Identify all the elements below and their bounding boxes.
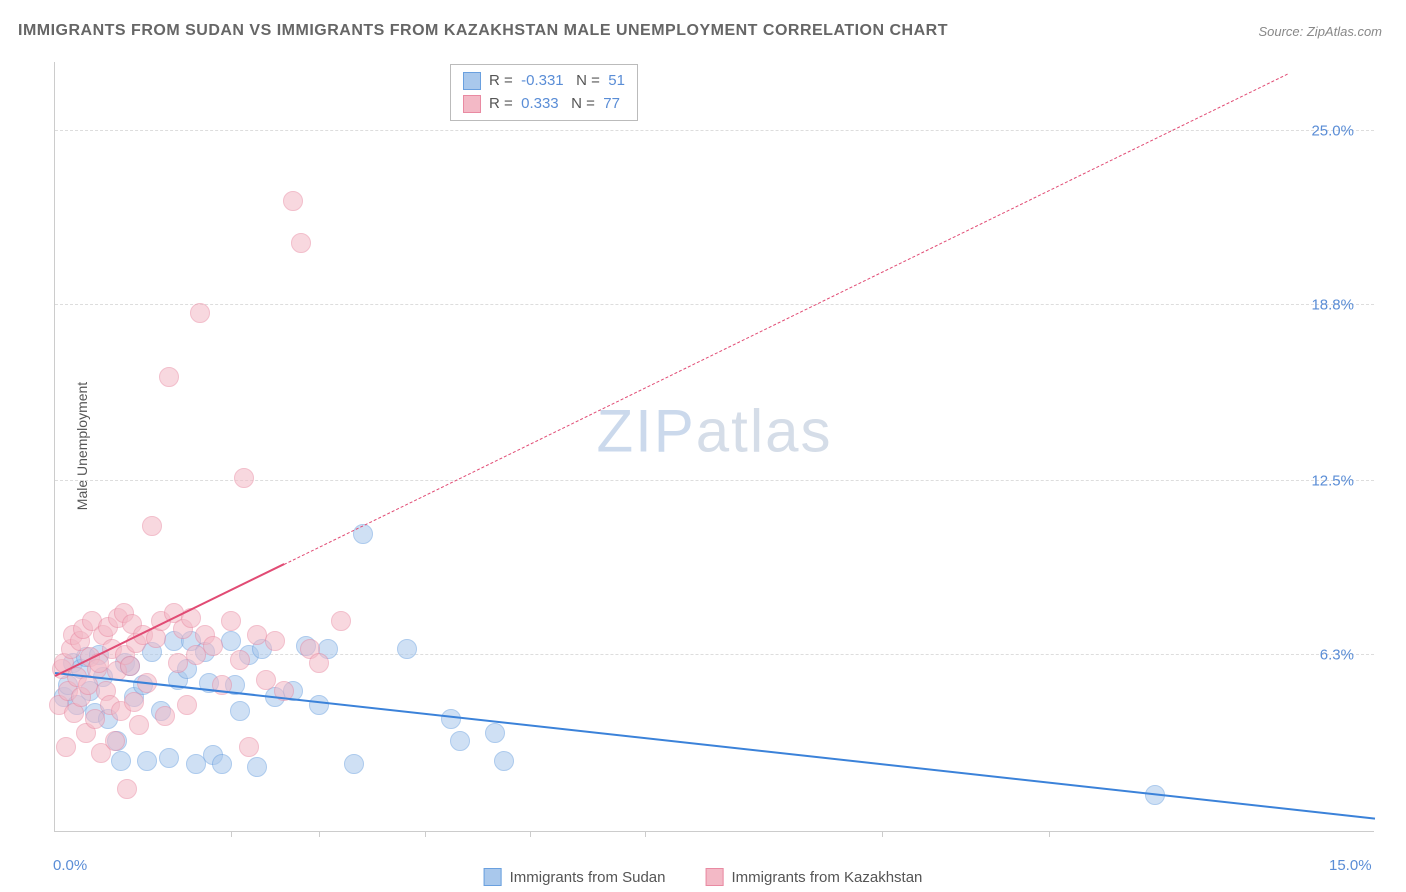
scatter-point <box>265 631 285 651</box>
scatter-point <box>353 524 373 544</box>
scatter-point <box>441 709 461 729</box>
stats-text: R = 0.333 N = 77 <box>489 93 620 116</box>
x-tick-label: 0.0% <box>53 857 87 874</box>
x-tick <box>530 831 531 837</box>
scatter-point <box>283 191 303 211</box>
scatter-point <box>247 757 267 777</box>
scatter-point <box>309 653 329 673</box>
legend-label: Immigrants from Sudan <box>510 869 666 886</box>
scatter-point <box>177 695 197 715</box>
x-tick <box>319 831 320 837</box>
scatter-point <box>142 516 162 536</box>
x-tick <box>231 831 232 837</box>
series-legend: Immigrants from Sudan Immigrants from Kaz… <box>484 868 923 886</box>
scatter-point <box>129 715 149 735</box>
y-tick-label: 12.5% <box>1311 473 1354 490</box>
gridline <box>55 304 1374 305</box>
scatter-point <box>494 751 514 771</box>
source-attribution: Source: ZipAtlas.com <box>1258 24 1382 39</box>
scatter-point <box>203 636 223 656</box>
x-tick <box>882 831 883 837</box>
stats-row: R = -0.331 N = 51 <box>463 70 625 93</box>
scatter-point <box>291 233 311 253</box>
scatter-point <box>344 754 364 774</box>
scatter-point <box>117 779 137 799</box>
scatter-point <box>485 723 505 743</box>
scatter-point <box>124 692 144 712</box>
y-tick-label: 18.8% <box>1311 296 1354 313</box>
scatter-point <box>105 731 125 751</box>
legend-swatch <box>705 868 723 886</box>
regression-line <box>284 74 1288 565</box>
scatter-point <box>111 751 131 771</box>
legend-swatch <box>463 95 481 113</box>
correlation-chart: IMMIGRANTS FROM SUDAN VS IMMIGRANTS FROM… <box>0 0 1406 892</box>
legend-label: Immigrants from Kazakhstan <box>731 869 922 886</box>
scatter-point <box>450 731 470 751</box>
plot-area: ZIPatlas 6.3%12.5%18.8%25.0%0.0%15.0% <box>54 62 1374 832</box>
scatter-point <box>309 695 329 715</box>
scatter-point <box>137 751 157 771</box>
scatter-point <box>331 611 351 631</box>
y-tick-label: 25.0% <box>1311 123 1354 140</box>
scatter-point <box>256 670 276 690</box>
x-tick-label: 15.0% <box>1329 857 1372 874</box>
legend-item: Immigrants from Kazakhstan <box>705 868 922 886</box>
scatter-point <box>221 631 241 651</box>
scatter-point <box>230 701 250 721</box>
y-tick-label: 6.3% <box>1320 646 1354 663</box>
legend-swatch <box>484 868 502 886</box>
scatter-point <box>397 639 417 659</box>
x-tick <box>425 831 426 837</box>
scatter-point <box>234 468 254 488</box>
scatter-point <box>120 656 140 676</box>
scatter-point <box>221 611 241 631</box>
scatter-point <box>159 748 179 768</box>
x-tick <box>1049 831 1050 837</box>
scatter-point <box>212 754 232 774</box>
scatter-point <box>190 303 210 323</box>
stats-row: R = 0.333 N = 77 <box>463 93 625 116</box>
scatter-point <box>239 737 259 757</box>
stats-box: R = -0.331 N = 51R = 0.333 N = 77 <box>450 64 638 121</box>
legend-item: Immigrants from Sudan <box>484 868 666 886</box>
gridline <box>55 130 1374 131</box>
watermark: ZIPatlas <box>596 397 832 466</box>
x-tick <box>645 831 646 837</box>
scatter-point <box>155 706 175 726</box>
chart-title: IMMIGRANTS FROM SUDAN VS IMMIGRANTS FROM… <box>18 22 948 40</box>
legend-swatch <box>463 72 481 90</box>
scatter-point <box>230 650 250 670</box>
scatter-point <box>159 367 179 387</box>
scatter-point <box>56 737 76 757</box>
stats-text: R = -0.331 N = 51 <box>489 70 625 93</box>
